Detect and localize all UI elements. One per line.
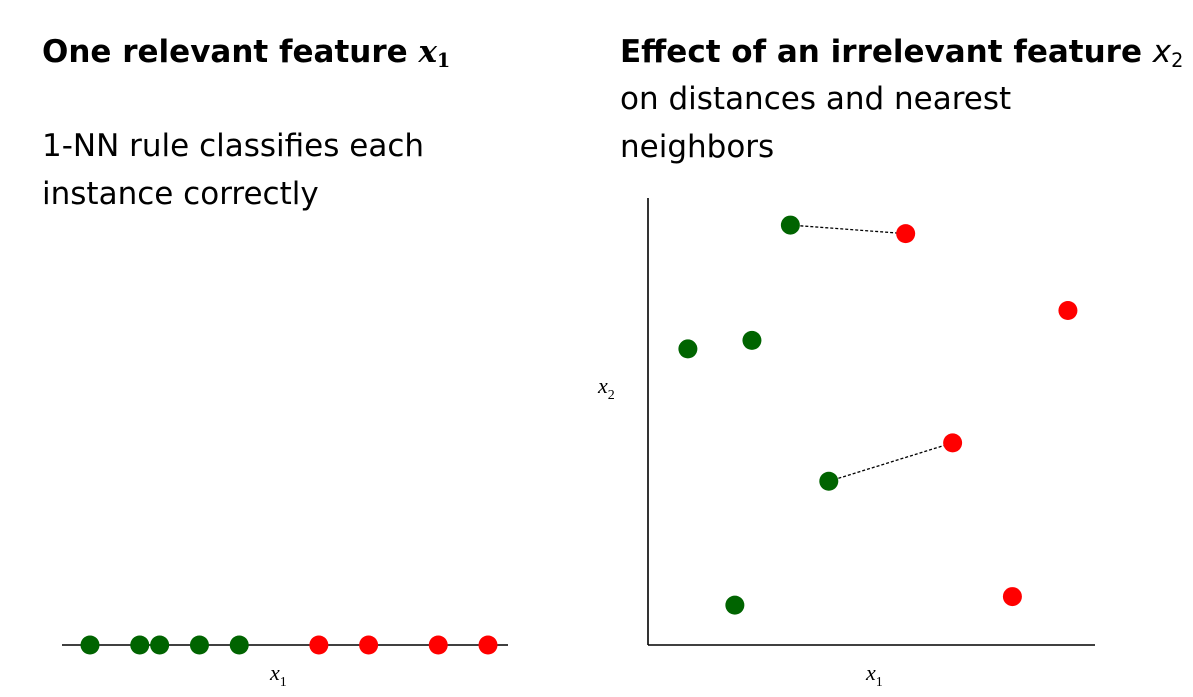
plot2-point-red-3 [943, 433, 963, 453]
plot1-point-red-4 [478, 635, 498, 655]
left-title-var-subscript: 1 [436, 48, 451, 72]
right-title-var-subscript: 2 [1171, 48, 1184, 72]
plot1-xlabel: x1 [269, 660, 287, 690]
right-title-text: Effect of an irrelevant feature [620, 34, 1153, 70]
plot2-xlabel: x1 [865, 660, 883, 690]
nearest-neighbor-links [790, 224, 953, 482]
right-title-variable: x2 [1152, 34, 1184, 72]
plot1-point-green-4 [189, 635, 209, 655]
left-description: 1-NN rule classifies each instance corre… [42, 128, 425, 212]
right-title-var-letter: x [1152, 34, 1172, 70]
plot1-point-green-2 [130, 635, 150, 655]
plot2-point-green-4 [819, 471, 839, 491]
nearest-neighbor-link-2 [828, 442, 953, 482]
plot2-point-green-3 [742, 330, 762, 350]
plot2-ylabel: x2 [597, 373, 615, 403]
plot1-point-red-2 [359, 635, 379, 655]
right-title: Effect of an irrelevant feature x2 [620, 34, 1183, 79]
plot1-points [80, 635, 498, 655]
left-title-var-letter: x [418, 34, 437, 70]
nearest-neighbor-link-1 [790, 224, 906, 235]
plot2-point-green-2 [678, 339, 698, 359]
plot2-point-red-4 [1002, 587, 1022, 607]
plot2-ylabel-sub: 2 [608, 388, 615, 403]
plot2-point-red-1 [896, 224, 916, 244]
left-title: One relevant feature x1 [42, 34, 450, 79]
plot2-point-green-5 [725, 595, 745, 615]
left-title-variable: x1 [418, 34, 451, 72]
plot2-ylabel-var: x [597, 373, 608, 398]
right-description: on distances and nearest neighbors [620, 81, 1012, 165]
one-dimensional-plot: x1 [62, 635, 508, 690]
plot2-point-green-1 [780, 215, 800, 235]
plot2-xlabel-var: x [865, 660, 876, 685]
plot2-xlabel-sub: 1 [876, 675, 883, 690]
plot1-point-red-1 [309, 635, 329, 655]
plot1-point-green-1 [80, 635, 100, 655]
plot1-point-green-3 [150, 635, 170, 655]
plot1-point-red-3 [428, 635, 448, 655]
plot1-point-green-5 [229, 635, 249, 655]
left-title-text: One relevant feature [42, 34, 419, 70]
two-dimensional-plot: x2 x1 [597, 198, 1095, 690]
plot2-point-red-2 [1058, 300, 1078, 320]
plot1-xlabel-var: x [269, 660, 280, 685]
plot1-xlabel-sub: 1 [280, 675, 287, 690]
plot2-points [678, 215, 1078, 615]
